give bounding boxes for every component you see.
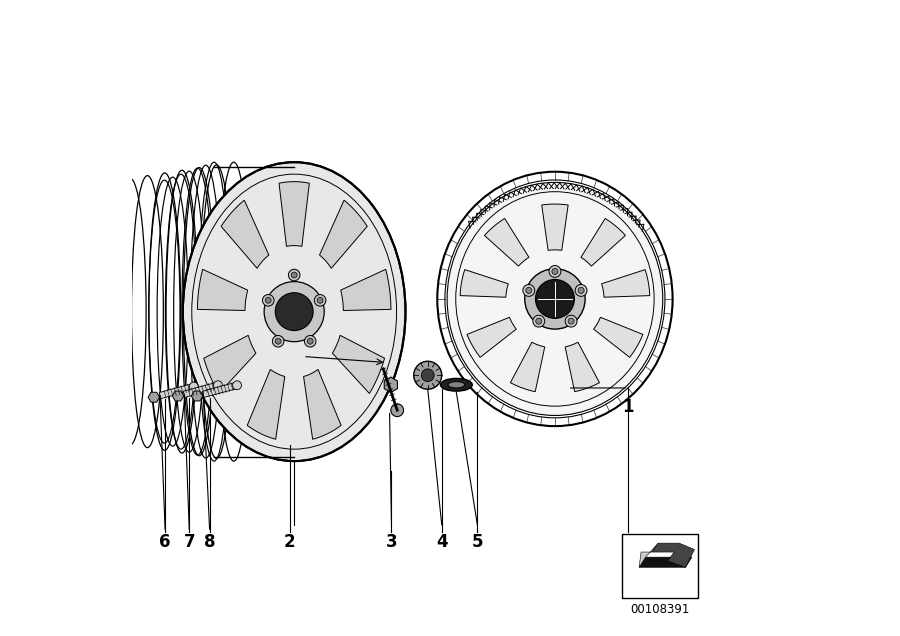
Polygon shape: [652, 543, 695, 567]
Polygon shape: [202, 382, 238, 398]
Circle shape: [526, 287, 532, 293]
Circle shape: [263, 294, 274, 306]
Polygon shape: [460, 270, 508, 297]
Text: 7: 7: [184, 533, 195, 551]
Circle shape: [549, 265, 561, 277]
Text: 2: 2: [284, 533, 295, 551]
Ellipse shape: [183, 162, 406, 461]
Polygon shape: [203, 335, 256, 394]
Polygon shape: [221, 200, 269, 268]
Circle shape: [523, 284, 535, 296]
Polygon shape: [341, 269, 391, 310]
Circle shape: [536, 279, 574, 319]
Circle shape: [266, 298, 271, 303]
Text: 1: 1: [622, 398, 634, 416]
Polygon shape: [320, 200, 367, 268]
Circle shape: [304, 335, 316, 347]
Circle shape: [578, 287, 584, 293]
Polygon shape: [332, 335, 384, 394]
Circle shape: [575, 284, 587, 296]
Bar: [622, 534, 698, 598]
Circle shape: [213, 381, 222, 390]
Polygon shape: [542, 204, 568, 251]
Polygon shape: [580, 218, 626, 266]
Circle shape: [292, 272, 297, 278]
Circle shape: [189, 382, 198, 391]
Circle shape: [264, 282, 324, 342]
Polygon shape: [248, 370, 284, 439]
Circle shape: [421, 369, 434, 382]
Circle shape: [232, 381, 241, 390]
Circle shape: [568, 318, 574, 324]
Polygon shape: [172, 391, 184, 401]
Circle shape: [391, 404, 403, 417]
Circle shape: [317, 298, 323, 303]
Polygon shape: [197, 269, 248, 310]
Text: 8: 8: [203, 533, 215, 551]
Circle shape: [288, 269, 300, 281]
Polygon shape: [384, 377, 398, 392]
Circle shape: [525, 269, 585, 329]
Polygon shape: [192, 391, 202, 401]
Polygon shape: [303, 370, 341, 439]
Circle shape: [273, 335, 284, 347]
Polygon shape: [510, 342, 544, 392]
Circle shape: [414, 361, 442, 389]
Circle shape: [275, 338, 281, 344]
Circle shape: [533, 315, 544, 327]
Text: 3: 3: [386, 533, 397, 551]
Polygon shape: [601, 270, 650, 297]
Polygon shape: [159, 384, 194, 399]
Text: 4: 4: [436, 533, 447, 551]
Ellipse shape: [447, 183, 662, 415]
Polygon shape: [184, 382, 219, 398]
Polygon shape: [594, 317, 643, 357]
Circle shape: [552, 268, 558, 275]
Circle shape: [275, 293, 313, 331]
Polygon shape: [565, 342, 599, 392]
Circle shape: [536, 318, 542, 324]
Circle shape: [314, 294, 326, 306]
Text: 5: 5: [472, 533, 483, 551]
Text: 6: 6: [159, 533, 171, 551]
Polygon shape: [279, 182, 310, 246]
Circle shape: [307, 338, 313, 344]
Polygon shape: [484, 218, 529, 266]
Text: 00108391: 00108391: [630, 603, 689, 616]
Circle shape: [565, 315, 577, 327]
Ellipse shape: [440, 378, 472, 391]
Polygon shape: [639, 543, 658, 567]
Polygon shape: [639, 557, 692, 567]
Polygon shape: [467, 317, 517, 357]
Polygon shape: [148, 392, 159, 402]
Ellipse shape: [448, 382, 464, 388]
